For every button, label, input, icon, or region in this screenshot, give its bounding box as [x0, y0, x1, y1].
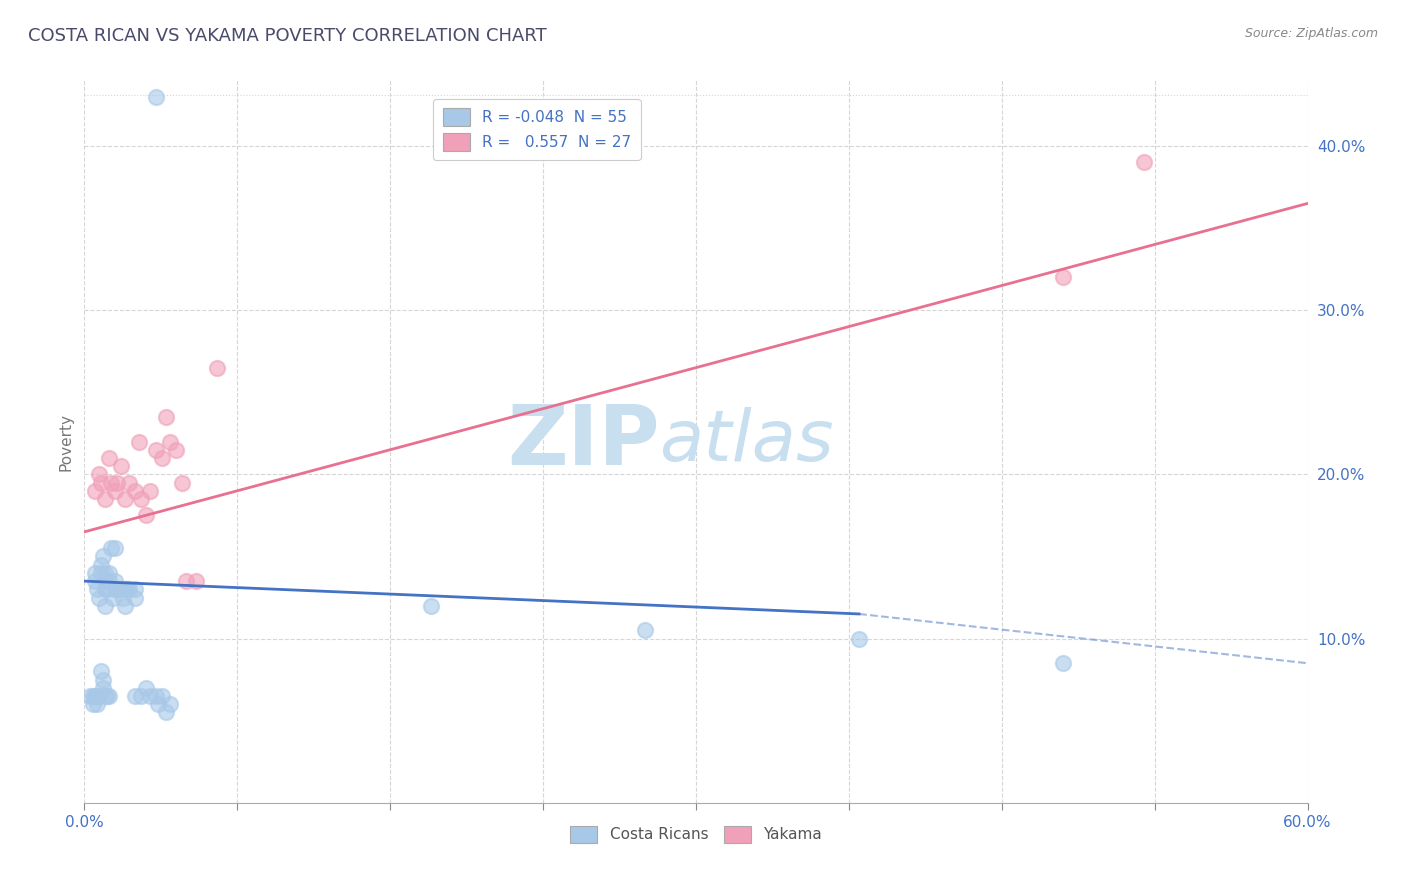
- Point: [131, 491, 153, 506]
- Point: [110, 582, 132, 597]
- Text: atlas: atlas: [659, 407, 834, 476]
- Point: [90, 566, 112, 580]
- Point: [159, 434, 181, 449]
- Point: [150, 689, 173, 703]
- Point: [100, 475, 122, 490]
- Point: [100, 541, 122, 556]
- Point: [97, 566, 120, 580]
- Point: [105, 475, 128, 490]
- Point: [91, 673, 114, 687]
- Point: [87, 467, 110, 482]
- Point: [96, 689, 118, 703]
- Point: [83, 483, 105, 498]
- Point: [118, 475, 141, 490]
- Text: ZIP: ZIP: [506, 401, 659, 482]
- Point: [420, 599, 443, 613]
- Point: [159, 698, 181, 712]
- Point: [128, 434, 150, 449]
- Point: [97, 450, 120, 465]
- Point: [91, 549, 114, 564]
- Point: [101, 591, 124, 605]
- Point: [93, 599, 115, 613]
- Legend: Costa Ricans, Yakama: Costa Ricans, Yakama: [564, 820, 828, 849]
- Point: [138, 483, 160, 498]
- Point: [90, 665, 112, 679]
- Point: [82, 689, 104, 703]
- Point: [145, 442, 167, 457]
- Point: [155, 706, 177, 720]
- Text: COSTA RICAN VS YAKAMA POVERTY CORRELATION CHART: COSTA RICAN VS YAKAMA POVERTY CORRELATIO…: [28, 27, 547, 45]
- Point: [114, 491, 136, 506]
- Point: [104, 574, 127, 588]
- Point: [93, 491, 115, 506]
- Point: [124, 582, 146, 597]
- Point: [104, 541, 127, 556]
- Point: [90, 558, 112, 572]
- Point: [86, 582, 108, 597]
- Point: [86, 689, 108, 703]
- Point: [104, 582, 127, 597]
- Point: [115, 582, 138, 597]
- Point: [96, 582, 118, 597]
- Point: [97, 574, 120, 588]
- Point: [110, 459, 132, 474]
- Point: [124, 591, 146, 605]
- Point: [138, 689, 160, 703]
- Point: [90, 475, 112, 490]
- Point: [114, 599, 136, 613]
- Point: [145, 689, 167, 703]
- Point: [83, 574, 105, 588]
- Point: [79, 689, 101, 703]
- Point: [634, 624, 657, 638]
- Text: Source: ZipAtlas.com: Source: ZipAtlas.com: [1244, 27, 1378, 40]
- Point: [146, 698, 169, 712]
- Point: [83, 689, 105, 703]
- Point: [165, 442, 187, 457]
- Point: [131, 689, 153, 703]
- Point: [93, 689, 115, 703]
- Point: [97, 689, 120, 703]
- Point: [93, 582, 115, 597]
- Point: [87, 591, 110, 605]
- Point: [172, 475, 194, 490]
- Point: [82, 698, 104, 712]
- Point: [1052, 657, 1074, 671]
- Point: [91, 681, 114, 695]
- Point: [124, 483, 146, 498]
- Point: [135, 681, 157, 695]
- Y-axis label: Poverty: Poverty: [58, 412, 73, 471]
- Point: [114, 582, 136, 597]
- Point: [150, 450, 173, 465]
- Point: [1052, 270, 1074, 285]
- Point: [104, 483, 127, 498]
- Point: [83, 566, 105, 580]
- Point: [135, 508, 157, 523]
- Point: [124, 689, 146, 703]
- Point: [118, 582, 141, 597]
- Point: [87, 689, 110, 703]
- Point: [1133, 155, 1156, 169]
- Point: [105, 582, 128, 597]
- Point: [155, 409, 177, 424]
- Point: [145, 89, 167, 103]
- Point: [186, 574, 208, 588]
- Point: [112, 591, 135, 605]
- Point: [174, 574, 197, 588]
- Point: [93, 566, 115, 580]
- Point: [848, 632, 870, 646]
- Point: [93, 574, 115, 588]
- Point: [86, 698, 108, 712]
- Point: [205, 360, 228, 375]
